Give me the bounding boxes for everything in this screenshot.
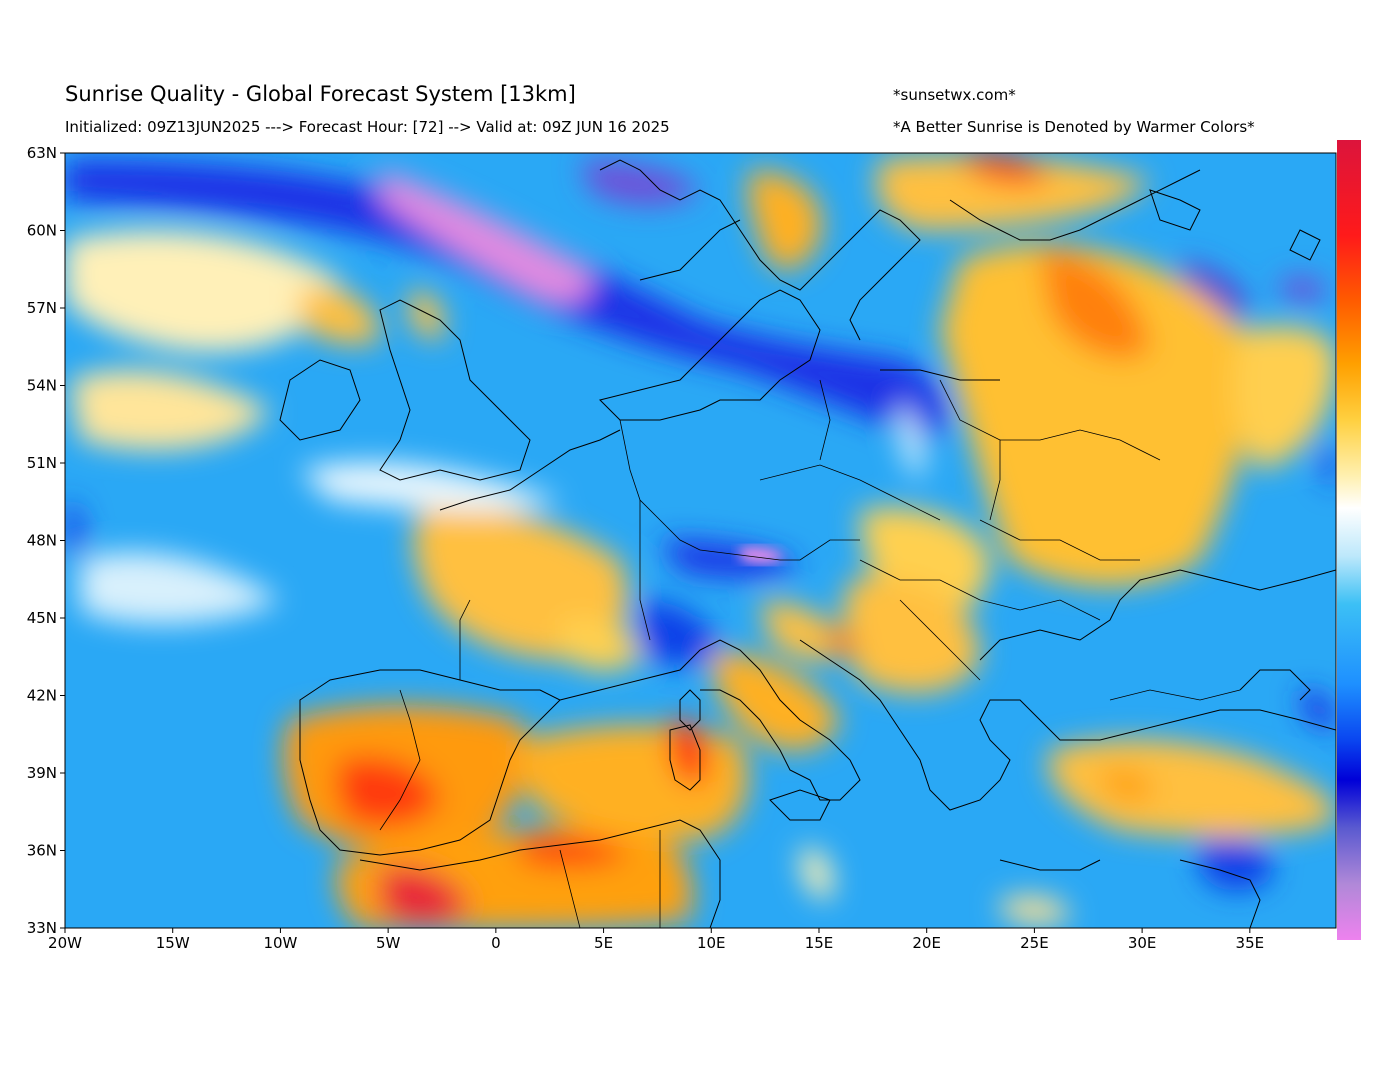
colorbar <box>1337 140 1361 940</box>
x-tick-label: 5W <box>376 934 401 952</box>
x-tick-label: 20W <box>48 934 82 952</box>
y-tick-label: 36N <box>27 842 57 860</box>
x-tick-label: 15E <box>805 934 834 952</box>
y-tick-label: 54N <box>27 377 57 395</box>
y-tick-label: 39N <box>27 764 57 782</box>
x-tick-label: 5E <box>594 934 613 952</box>
x-tick-label: 10E <box>697 934 726 952</box>
site-credit[interactable]: *sunsetwx.com* <box>893 86 1016 104</box>
x-tick-label: 10W <box>263 934 297 952</box>
y-tick-label: 60N <box>27 222 57 240</box>
x-tick-label: 25E <box>1020 934 1049 952</box>
forecast-subtitle: Initialized: 09Z13JUN2025 ---> Forecast … <box>65 118 670 136</box>
x-tick-label: 20E <box>912 934 941 952</box>
x-tick-label: 15W <box>156 934 190 952</box>
x-axis: 20W 15W 10W 5W 0 5E 10E 15E 20E 25E 30E 35E <box>48 928 1264 952</box>
y-tick-label: 57N <box>27 299 57 317</box>
country-borders <box>379 379 1241 928</box>
x-tick-label: 35E <box>1236 934 1265 952</box>
y-tick-label: 51N <box>27 454 57 472</box>
x-tick-label: 30E <box>1128 934 1157 952</box>
y-tick-label: 45N <box>27 609 57 627</box>
x-tick-label: 0 <box>491 934 501 952</box>
map-title: Sunrise Quality - Global Forecast System… <box>65 82 576 106</box>
y-tick-label: 42N <box>27 687 57 705</box>
y-tick-label: 33N <box>27 919 57 937</box>
sunrise-quality-field <box>65 153 1336 928</box>
coastlines <box>279 159 1336 928</box>
y-axis: 63N 60N 57N 54N 51N 48N 45N 42N 39N 36N 33N <box>27 144 65 937</box>
y-tick-label: 48N <box>27 532 57 550</box>
y-tick-label: 63N <box>27 144 57 162</box>
color-note: *A Better Sunrise is Denoted by Warmer C… <box>893 118 1255 136</box>
